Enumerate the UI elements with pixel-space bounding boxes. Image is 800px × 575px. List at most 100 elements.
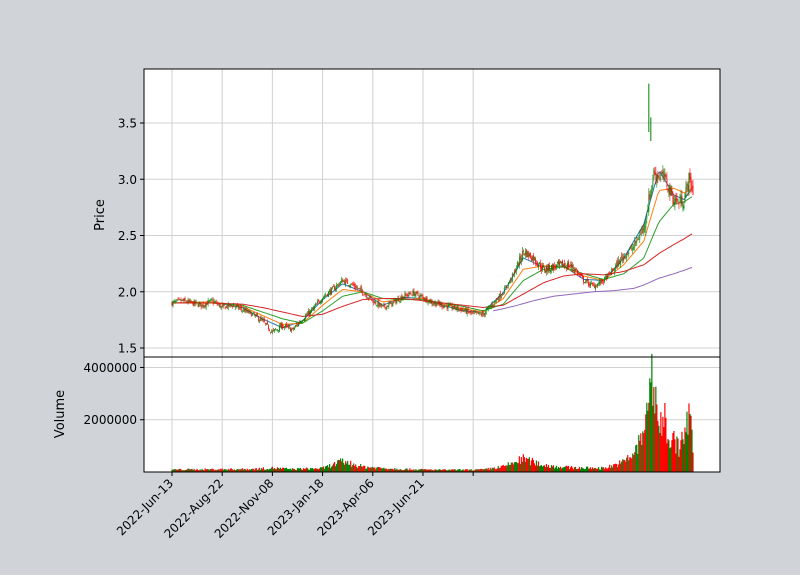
volume-bar (489, 467, 491, 472)
candle-body (186, 302, 188, 303)
volume-bar (560, 468, 563, 472)
candle-body (620, 257, 622, 266)
candle-body (526, 251, 528, 258)
candle-body (218, 304, 220, 306)
volume-bar (198, 470, 200, 472)
volume-bar (586, 466, 589, 472)
volume-bar (418, 469, 420, 472)
candle-body (547, 268, 548, 271)
volume-bar (445, 470, 447, 472)
volume-bar (234, 470, 236, 472)
volume-bar (674, 439, 676, 472)
volume-bar (363, 465, 365, 472)
volume-bar (622, 459, 624, 472)
candle-body (670, 186, 672, 196)
volume-bar (605, 467, 607, 472)
volume-bar (502, 464, 504, 472)
volume-bar (438, 469, 440, 472)
volume-bar (617, 467, 619, 472)
volume-bar (204, 468, 206, 472)
volume-bar (457, 469, 459, 472)
volume-bar (486, 469, 488, 472)
volume-bar (397, 469, 399, 472)
volume-bar (607, 468, 609, 472)
volume-bar (633, 455, 635, 472)
volume-bar (601, 466, 603, 472)
volume-bar (262, 467, 264, 472)
candle-body (570, 265, 571, 267)
candle-body (583, 276, 584, 283)
candle-body (352, 283, 354, 285)
volume-bar (390, 468, 392, 472)
volume-bar (597, 468, 599, 472)
candle-body (313, 307, 314, 310)
volume-bar (380, 467, 382, 472)
candle-body (225, 306, 227, 308)
volume-bar (249, 469, 251, 472)
volume-bar (537, 461, 540, 472)
candle-body (523, 253, 525, 255)
candle-body (564, 263, 565, 266)
volume-bar (532, 459, 534, 472)
volume-bar (511, 462, 513, 472)
volume-bar (206, 469, 208, 472)
candle-body (436, 304, 438, 306)
candle-body (319, 301, 320, 303)
price-y-tick-label: 2.5 (118, 229, 137, 243)
volume-bar (330, 468, 332, 472)
candle-body (409, 293, 411, 295)
volume-bar (189, 469, 191, 472)
candle-body (639, 233, 641, 240)
candle-body (605, 276, 607, 278)
candle-body (611, 268, 613, 275)
volume-bar (273, 468, 275, 472)
candle-body (407, 294, 409, 296)
volume-bar (681, 431, 683, 472)
candle-body (603, 281, 605, 283)
candle-body (349, 285, 351, 287)
volume-bar (668, 440, 670, 472)
candle-body (294, 327, 295, 330)
candle-body (298, 322, 299, 327)
volume-bar (217, 469, 219, 472)
candle-body (184, 297, 186, 301)
volume-bar (416, 470, 418, 472)
candle-body (386, 305, 388, 310)
candle-body (262, 319, 264, 321)
volume-bar (271, 466, 273, 472)
volume-bar (268, 468, 270, 472)
volume-bar (270, 467, 272, 472)
volume-bar (648, 402, 650, 472)
candle-body (288, 326, 289, 328)
volume-bar (578, 466, 581, 472)
candle-body (506, 286, 508, 289)
price-y-tick-label: 3.0 (118, 173, 137, 187)
candle-body (261, 319, 263, 321)
candle-body (221, 304, 223, 306)
candle-body (416, 291, 418, 293)
candle-body (684, 194, 686, 203)
volume-bar (667, 439, 669, 472)
volume-bar (540, 465, 543, 472)
candle-body (632, 247, 634, 251)
volume-bar (640, 433, 642, 472)
volume-bar (435, 469, 437, 472)
volume-bar (185, 469, 187, 472)
candle-body (356, 287, 358, 289)
candle-body (192, 301, 194, 306)
candle-body (622, 256, 624, 260)
candle-body (327, 293, 328, 296)
candle-body (623, 255, 625, 262)
volume-bar (680, 440, 682, 472)
candle-body (399, 300, 401, 303)
candle-body (466, 308, 468, 315)
candle-body (286, 324, 287, 326)
volume-bar (505, 465, 507, 472)
candle-body (530, 257, 532, 261)
candle-body (592, 283, 594, 285)
candle-body (472, 311, 474, 313)
volume-bar (590, 467, 592, 472)
candle-body (418, 296, 420, 298)
volume-bar (239, 469, 241, 472)
candle-body (371, 298, 373, 301)
